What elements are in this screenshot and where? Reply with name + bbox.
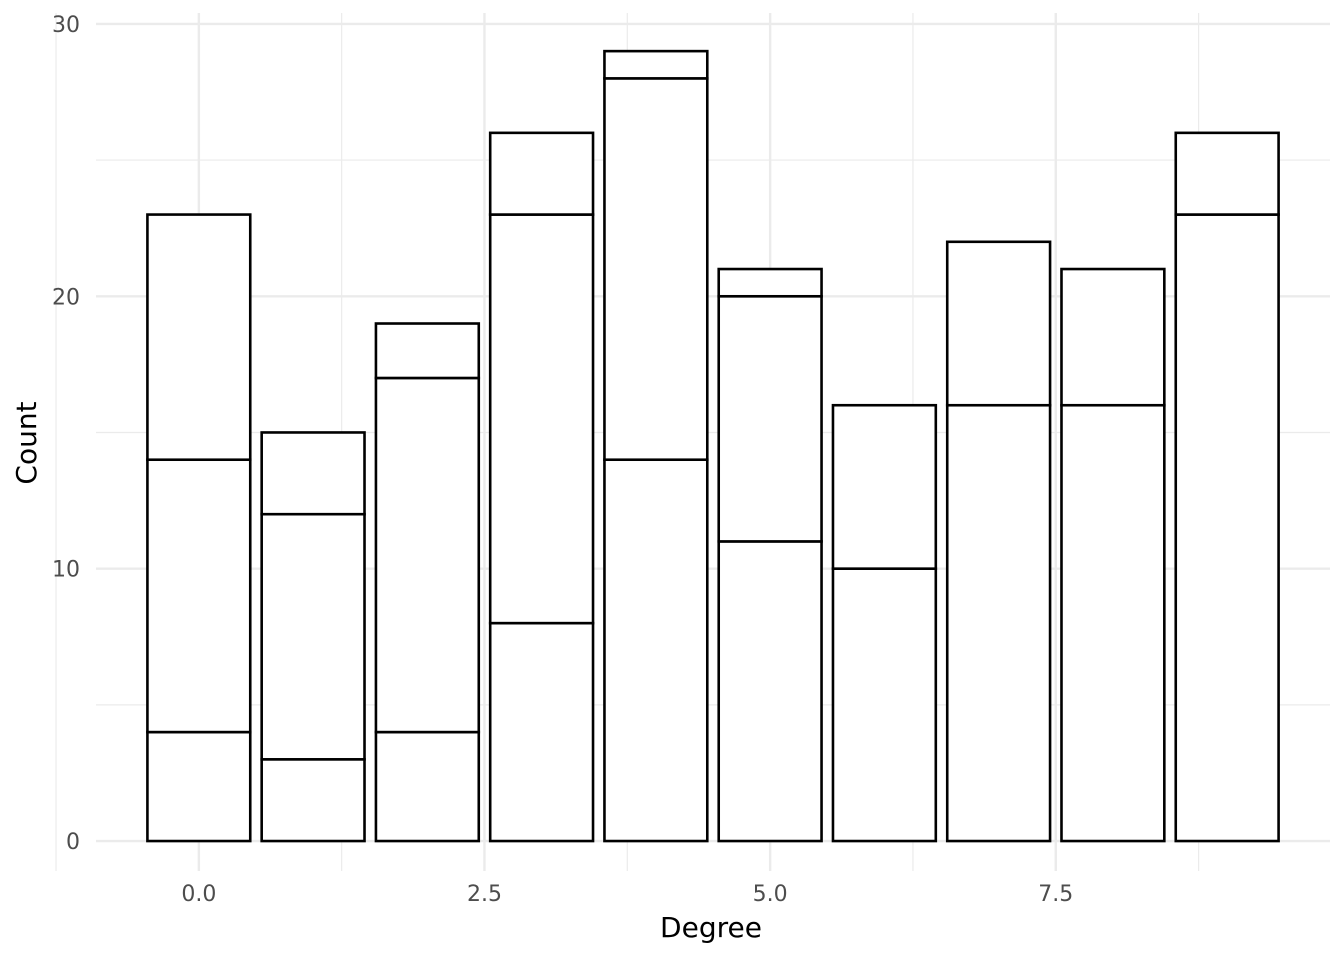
bar-segment [488, 621, 595, 843]
y-tick-label: 0 [66, 830, 80, 855]
x-tick-label: 7.5 [1038, 882, 1073, 907]
bar-segment [717, 540, 823, 843]
bar-segment [260, 431, 366, 516]
x-tick-label: 5.0 [753, 882, 788, 907]
tick-labels-layer: 0 10 20 30 0.0 2.5 5.0 7.5 [52, 13, 1073, 907]
x-tick-label: 0.0 [181, 882, 216, 907]
bar-segment [488, 213, 595, 625]
bar-segment [260, 512, 366, 761]
bar-segment [603, 77, 709, 462]
bar-segment [945, 403, 1052, 843]
x-axis-title: Degree [660, 911, 762, 944]
bar-segment [488, 131, 595, 216]
bar-segment [831, 403, 938, 570]
bar-segment [146, 730, 252, 843]
bar-segment [1174, 131, 1280, 216]
x-tick-label: 2.5 [467, 882, 502, 907]
bar-segment [1060, 267, 1166, 407]
bar-segment [717, 294, 823, 543]
bar-segment [1060, 403, 1166, 843]
y-tick-label: 10 [52, 558, 80, 583]
bars-layer [146, 49, 1280, 843]
y-tick-label: 20 [52, 285, 80, 310]
bar-segment [146, 213, 252, 462]
y-tick-label: 30 [52, 13, 80, 38]
bar-segment [374, 730, 481, 843]
y-axis-title: Count [10, 401, 43, 484]
bar-segment [945, 240, 1052, 407]
bar-segment [1174, 213, 1280, 843]
bar-segment [374, 322, 481, 380]
bar-segment [146, 458, 252, 734]
bar-segment [603, 458, 709, 843]
bar-segment [831, 567, 938, 843]
bar-segment [603, 49, 709, 80]
bar-segment [374, 376, 481, 734]
bar-segment [717, 267, 823, 298]
bar-segment [260, 758, 366, 843]
